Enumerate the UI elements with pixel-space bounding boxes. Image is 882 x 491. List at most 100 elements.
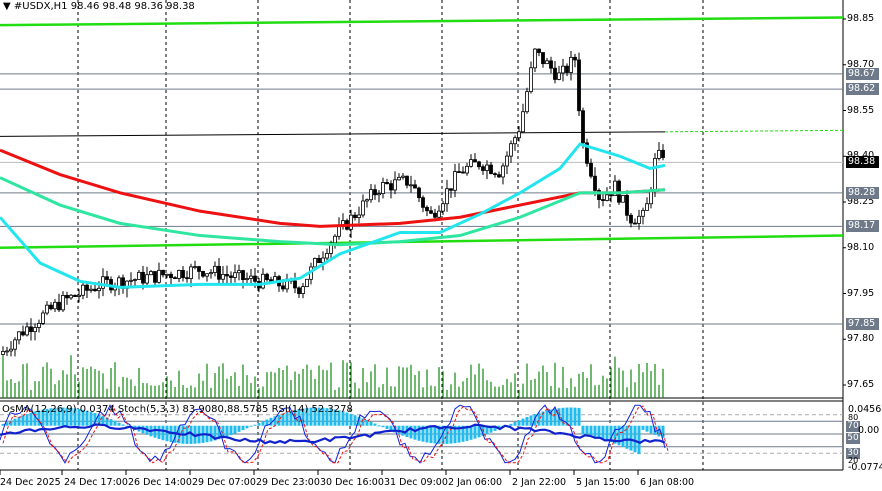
price-level-tag: 98.28 <box>846 186 879 199</box>
osma-bar <box>441 425 445 444</box>
osma-bar <box>469 425 473 440</box>
candle-body <box>513 137 517 145</box>
candle-body <box>49 304 53 310</box>
candle-body <box>609 194 613 197</box>
osma-bar <box>265 419 269 426</box>
osma-bar <box>313 407 317 426</box>
candle-body <box>597 190 601 200</box>
candle-body <box>77 294 81 297</box>
time-tick-label: 30 Dec 16:00 <box>320 477 384 488</box>
osma-bar <box>277 414 281 426</box>
candle-body <box>549 60 553 69</box>
sub-scale-bottom: -0.0774 <box>848 462 882 473</box>
lower-channel-line <box>0 234 844 249</box>
candle-body <box>565 65 569 73</box>
osma-bar <box>189 425 193 444</box>
osma-bar <box>301 408 305 426</box>
osma-bar <box>25 414 29 426</box>
osma-bar <box>553 408 557 426</box>
price-tick-label: 98.55 <box>847 104 875 116</box>
candle-body <box>317 258 321 264</box>
candle-body <box>645 203 649 211</box>
candle-body <box>381 182 385 194</box>
candle-body <box>369 189 373 201</box>
symbol-label: #USDX,H1 <box>13 1 68 12</box>
candle-body <box>349 214 353 230</box>
candle-body <box>561 65 565 74</box>
osma-bar <box>241 425 245 431</box>
candle-body <box>613 180 617 196</box>
osma-bar <box>73 408 77 426</box>
price-tick-label: 97.80 <box>847 333 875 345</box>
candle-body <box>489 164 493 175</box>
candle-body <box>217 265 221 280</box>
candle-body <box>421 197 425 208</box>
osma-bar <box>425 425 429 443</box>
candle-body <box>17 331 21 341</box>
candle-body <box>133 279 137 281</box>
candle-body <box>521 111 525 133</box>
candle-body <box>93 288 97 292</box>
candle-body <box>573 56 577 61</box>
osma-bar <box>249 425 253 427</box>
osma-bar <box>349 413 353 426</box>
candle-body <box>657 149 661 159</box>
candle-body <box>97 287 101 292</box>
candle-body <box>541 52 545 65</box>
candle-body <box>641 209 645 217</box>
menu-arrow-icon[interactable]: ▼ <box>3 1 11 12</box>
osma-bar <box>509 423 513 426</box>
osma-bar <box>413 425 417 440</box>
osma-bar <box>257 422 261 426</box>
candle-body <box>301 286 305 294</box>
candle-body <box>185 277 189 280</box>
candle-body <box>181 270 185 279</box>
candle-body <box>173 277 177 280</box>
candle-body <box>493 173 497 176</box>
osma-bar <box>381 425 385 428</box>
price-tick-label: 98.70 <box>847 58 875 70</box>
osma-bar <box>401 425 405 436</box>
sub-level-20: 20 <box>848 456 859 465</box>
candle-body <box>337 225 341 237</box>
candle-body <box>201 270 205 277</box>
price-level-tag: 98.62 <box>846 83 879 96</box>
osma-bar <box>517 420 521 426</box>
time-tick-label: 2 Jan 06:00 <box>448 477 503 488</box>
candle-body <box>225 273 229 277</box>
osma-bar <box>621 425 625 447</box>
osma-bar <box>397 425 401 435</box>
candle-body <box>505 155 509 167</box>
candle-body <box>1 351 5 355</box>
osma-bar <box>369 421 373 426</box>
candle-body <box>29 326 33 333</box>
candle-body <box>457 171 461 173</box>
osma-bar <box>429 425 433 444</box>
candle-body <box>525 91 529 113</box>
candle-body <box>161 269 165 276</box>
candle-body <box>481 166 485 171</box>
osma-bar <box>321 407 325 426</box>
osma-bar <box>637 425 641 455</box>
osma-bar <box>65 407 69 426</box>
candle-body <box>197 266 201 272</box>
time-tick-label: 5 Jan 15:00 <box>576 477 631 488</box>
osma-bar <box>117 422 121 426</box>
candle-body <box>629 214 633 224</box>
candle-body <box>33 327 37 333</box>
candle-body <box>413 184 417 189</box>
current-price-tag: 98.38 <box>846 156 879 169</box>
osma-bar <box>617 425 621 446</box>
osma-bar <box>365 420 369 426</box>
candle-body <box>281 285 285 290</box>
time-tick-label: 29 Dec 23:00 <box>256 477 320 488</box>
osma-bar <box>253 424 257 426</box>
osma-bar <box>561 407 565 426</box>
candle-body <box>409 184 413 187</box>
osma-bar <box>417 425 421 441</box>
candle-body <box>593 175 597 191</box>
candle-body <box>633 222 637 225</box>
osma-bar <box>521 418 525 426</box>
